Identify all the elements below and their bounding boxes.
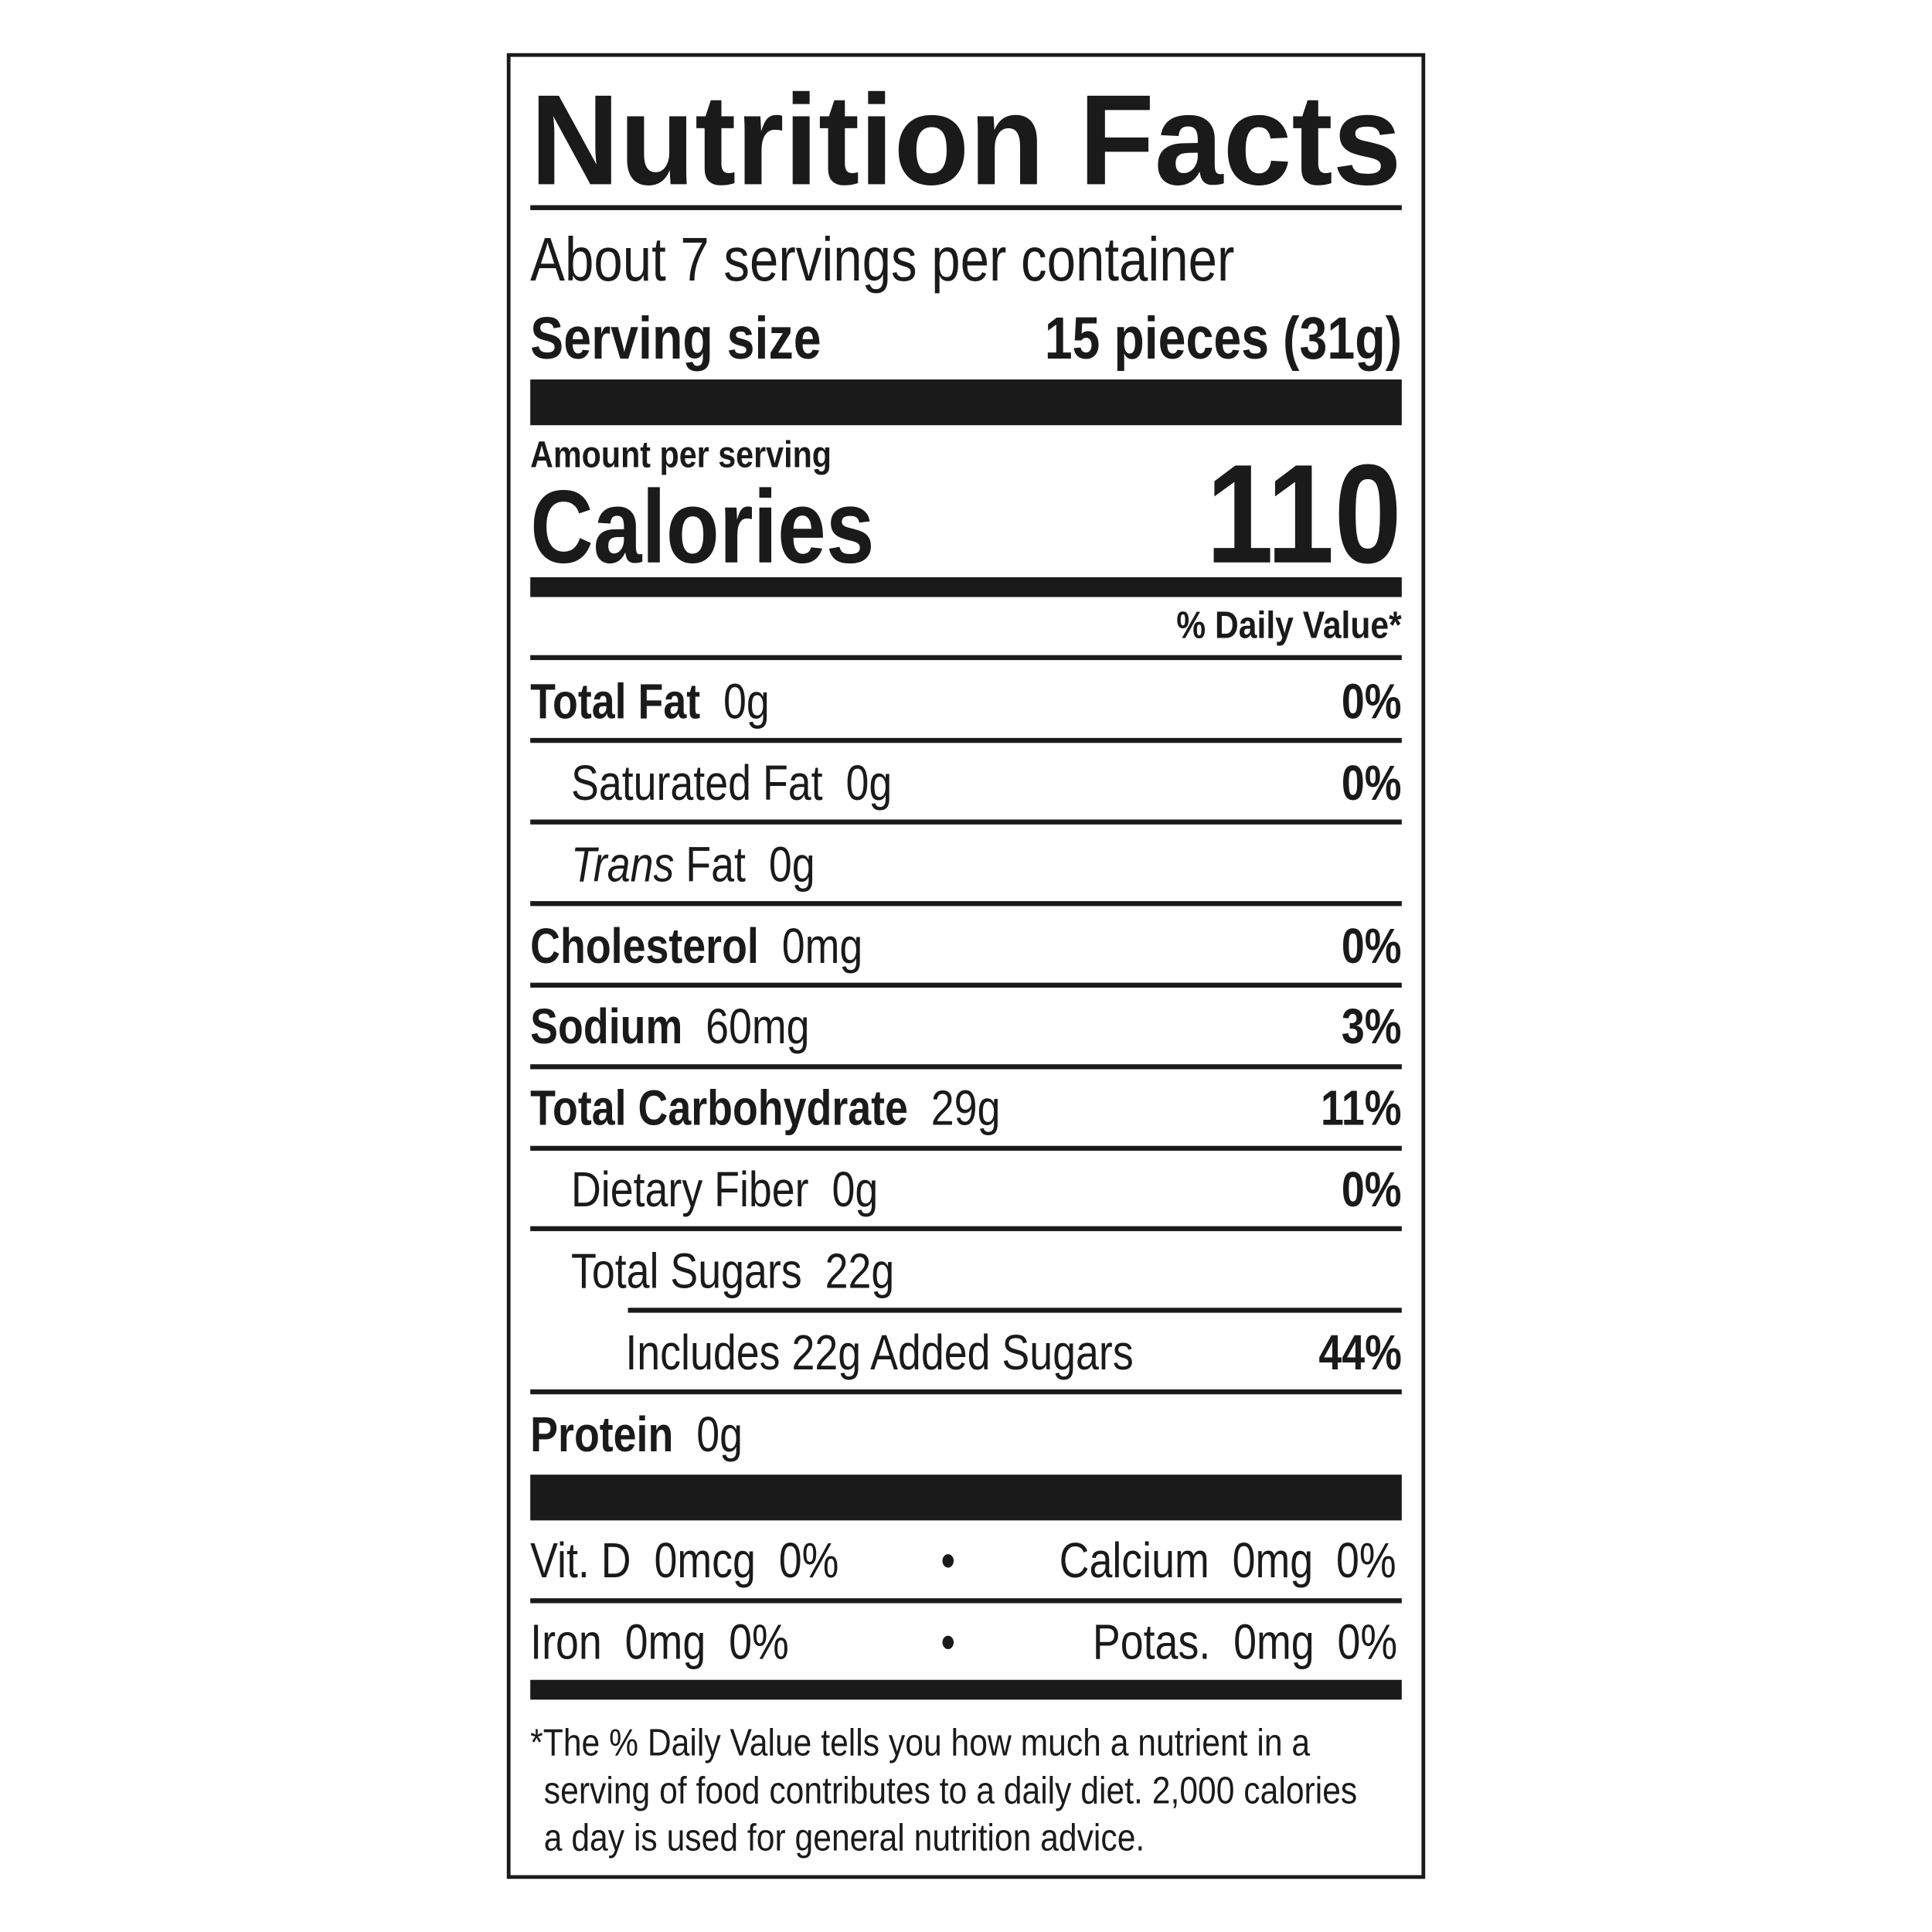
calories-value: 110 <box>1206 436 1402 594</box>
divider <box>530 1064 1402 1070</box>
nutrient-total-carbohydrate: Total Carbohydrate 29g <box>530 1081 1001 1136</box>
divider <box>530 1598 1402 1604</box>
dv-sodium: 3% <box>1342 999 1402 1055</box>
divider <box>530 205 1402 210</box>
footnote-line: *The % Daily Value tells you how much a … <box>530 1720 1311 1764</box>
divider <box>628 1308 1402 1313</box>
dv-total-fat: 0% <box>1342 675 1402 730</box>
nutrient-protein: Protein 0g <box>530 1407 743 1463</box>
calories-label: Calories <box>530 468 875 585</box>
divider <box>530 655 1402 661</box>
micro-vitamin-d: Vit. D 0mcg 0% <box>530 1533 839 1589</box>
divider <box>530 901 1402 906</box>
nutrient-sodium: Sodium 60mg <box>530 999 810 1055</box>
footnote-line: a day is used for general nutrition advi… <box>543 1815 1145 1859</box>
divider <box>530 1226 1402 1232</box>
label-border <box>506 53 1426 1879</box>
dv-total-carbohydrate: 11% <box>1321 1081 1402 1136</box>
footnote-line: serving of food contributes to a daily d… <box>543 1768 1358 1812</box>
serving-size-label: Serving size <box>530 306 821 372</box>
divider <box>530 1145 1402 1151</box>
servings-per-container: About 7 servings per container <box>530 225 1235 294</box>
serving-size-value: 15 pieces (31g) <box>1044 306 1402 372</box>
thick-bar <box>530 379 1402 426</box>
micro-iron: Iron 0mg 0% <box>530 1615 789 1670</box>
nutrient-total-fat: Total Fat 0g <box>530 675 770 730</box>
dv-saturated-fat: 0% <box>1342 756 1402 811</box>
nutrient-trans-fat: Trans Fat 0g <box>570 838 815 893</box>
medium-bar <box>530 1679 1402 1700</box>
nutrient-added-sugars: Includes 22g Added Sugars <box>625 1326 1134 1381</box>
divider <box>530 982 1402 988</box>
nutrient-dietary-fiber: Dietary Fiber 0g <box>570 1163 879 1218</box>
divider <box>530 819 1402 825</box>
medium-bar <box>530 577 1402 597</box>
dv-dietary-fiber: 0% <box>1342 1163 1402 1218</box>
bullet: • <box>940 1615 956 1670</box>
nutrient-total-sugars: Total Sugars 22g <box>570 1244 895 1300</box>
divider <box>530 1389 1402 1395</box>
micro-calcium: Calcium 0mg 0% <box>1060 1533 1397 1589</box>
divider <box>530 737 1402 743</box>
thick-bar <box>530 1475 1402 1521</box>
dv-added-sugars: 44% <box>1318 1326 1402 1381</box>
micro-potassium: Potas. 0mg 0% <box>1092 1615 1397 1670</box>
daily-value-header: % Daily Value* <box>1176 603 1402 647</box>
nutrient-saturated-fat: Saturated Fat 0g <box>570 756 893 811</box>
title: Nutrition Facts <box>530 69 1402 213</box>
dv-cholesterol: 0% <box>1342 920 1402 975</box>
bullet: • <box>940 1533 956 1589</box>
amount-per-serving: Amount per serving <box>530 435 832 476</box>
nutrient-cholesterol: Cholesterol 0mg <box>530 920 863 975</box>
